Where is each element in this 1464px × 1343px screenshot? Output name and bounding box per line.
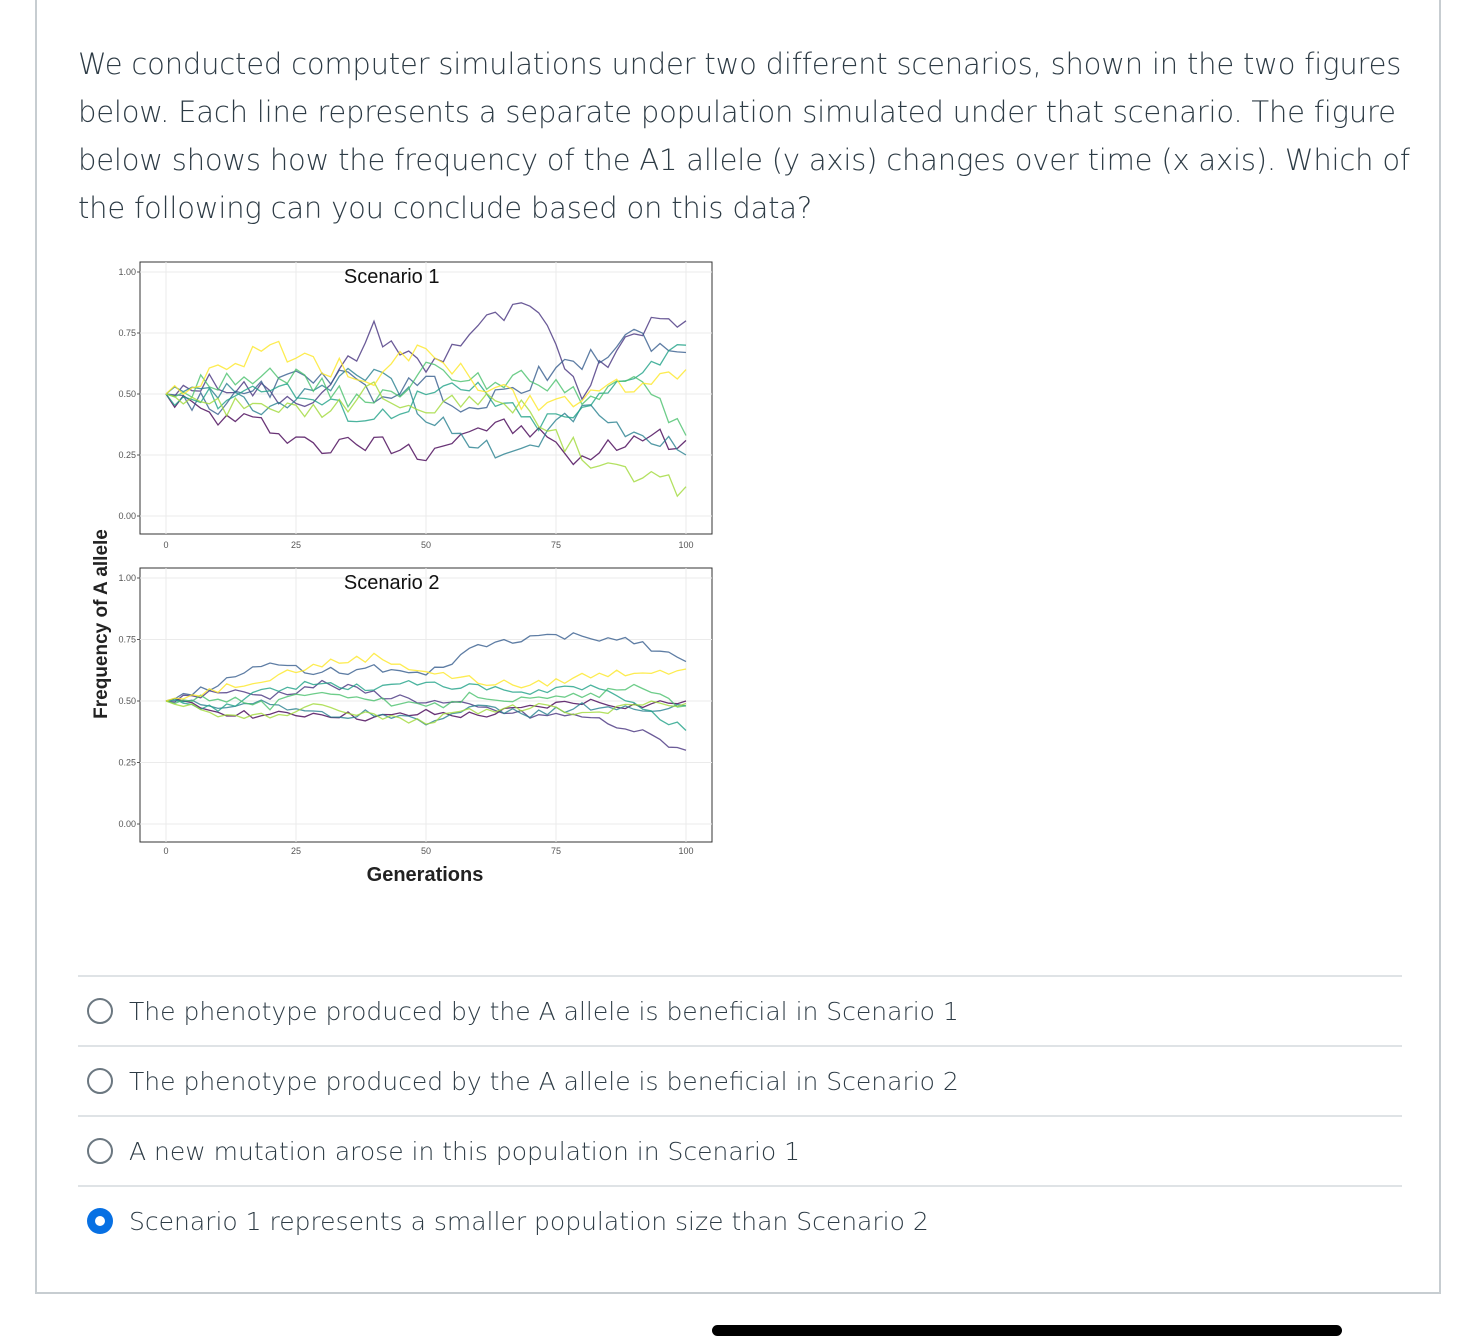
y-tick-label: 0.50 <box>118 389 136 399</box>
allele-frequency-chart: Frequency of A allele Generations 0.000.… <box>91 261 713 886</box>
x-tick-label: 25 <box>291 540 301 550</box>
radio-button-icon[interactable] <box>87 1068 113 1094</box>
answer-list: The phenotype produced by the A allele i… <box>78 975 1402 1255</box>
series-line-3 <box>165 328 687 416</box>
x-tick-label: 100 <box>678 540 693 550</box>
answer-option-1[interactable]: The phenotype produced by the A allele i… <box>78 975 1402 1045</box>
x-tick-label: 0 <box>163 846 168 856</box>
answer-option-3[interactable]: A new mutation arose in this population … <box>78 1115 1402 1185</box>
radio-button-selected-icon[interactable] <box>87 1208 113 1234</box>
series-line-7 <box>165 700 687 725</box>
series-line-5 <box>165 679 687 731</box>
series-line-2 <box>165 679 687 751</box>
x-tick-label: 100 <box>678 846 693 856</box>
chart-panel-1: 0.00 0.25 0.50 0.75 1.00 0 25 50 75 100 Scenario 1 <box>118 261 713 550</box>
series-line-3 <box>165 632 687 702</box>
y-tick-label: 0.00 <box>118 819 136 829</box>
chart-title: Scenario 1 <box>344 266 440 288</box>
series-line-8 <box>165 652 687 702</box>
series-line-4 <box>165 699 687 726</box>
x-axis-label: Generations <box>367 864 484 886</box>
chart-title: Scenario 2 <box>344 572 440 594</box>
x-tick-label: 50 <box>421 540 431 550</box>
y-tick-label: 0.75 <box>118 328 136 338</box>
y-tick-label: 0.25 <box>118 758 136 768</box>
y-axis-label: Frequency of A allele <box>91 529 112 719</box>
x-tick-label: 25 <box>291 846 301 856</box>
series-line-5 <box>165 344 687 432</box>
series-line-1 <box>165 393 687 466</box>
horizontal-scrollbar[interactable] <box>712 1325 1342 1336</box>
y-tick-label: 0.50 <box>118 696 136 706</box>
radio-button-icon[interactable] <box>87 1138 113 1164</box>
answer-label: Scenario 1 represents a smaller populati… <box>129 1206 929 1236</box>
x-tick-label: 0 <box>163 540 168 550</box>
series-line-4 <box>165 367 687 459</box>
series-line-6 <box>165 683 687 711</box>
answer-label: The phenotype produced by the A allele i… <box>129 996 959 1026</box>
series-line-7 <box>165 381 687 498</box>
x-tick-label: 50 <box>421 846 431 856</box>
x-tick-label: 75 <box>551 540 561 550</box>
radio-button-icon[interactable] <box>87 998 113 1024</box>
chart-panel-2: 0.00 0.25 0.50 0.75 1.00 0 25 50 75 100 Scenario 2 <box>118 567 713 856</box>
y-tick-label: 0.00 <box>118 511 136 521</box>
x-tick-label: 75 <box>551 846 561 856</box>
y-tick-label: 1.00 <box>118 267 136 277</box>
series-line-1 <box>165 698 687 722</box>
question-text: We conducted computer simulations under … <box>78 47 1410 225</box>
allele-frequency-figure: Frequency of A allele Generations 0.00 0.… <box>85 250 725 900</box>
y-tick-label: 1.00 <box>118 573 136 583</box>
series-line-2 <box>165 302 687 408</box>
series-line-6 <box>165 361 687 436</box>
answer-option-2[interactable]: The phenotype produced by the A allele i… <box>78 1045 1402 1115</box>
answer-label: The phenotype produced by the A allele i… <box>129 1066 959 1096</box>
series-line-8 <box>165 340 687 412</box>
answer-label: A new mutation arose in this population … <box>129 1136 801 1166</box>
y-tick-label: 0.75 <box>118 635 136 645</box>
y-tick-label: 0.25 <box>118 450 136 460</box>
answer-option-4[interactable]: Scenario 1 represents a smaller populati… <box>78 1185 1402 1255</box>
